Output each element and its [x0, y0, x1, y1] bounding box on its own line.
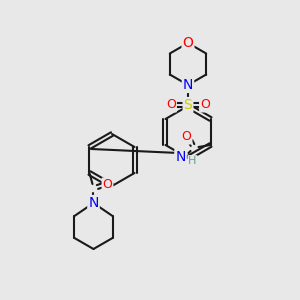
Text: N: N [183, 78, 193, 92]
Text: O: O [200, 98, 210, 112]
Text: N: N [175, 150, 186, 164]
Text: H: H [188, 156, 197, 166]
Text: O: O [183, 36, 194, 50]
Text: O: O [182, 130, 191, 143]
Text: N: N [88, 196, 99, 210]
Text: O: O [166, 98, 176, 112]
Text: O: O [103, 178, 112, 191]
Text: S: S [184, 98, 192, 112]
